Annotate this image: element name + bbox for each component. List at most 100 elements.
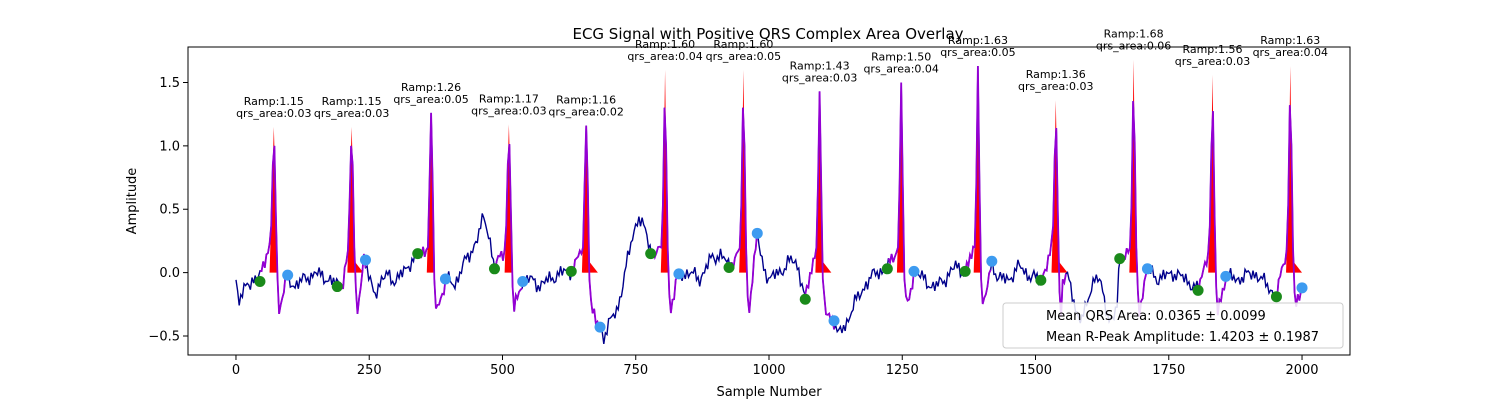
r-amplitude-label: Ramp:1.63	[948, 34, 1008, 47]
legend-entry-r-peak-amplitude: Mean R-Peak Amplitude: 1.4203 ± 0.1987	[1046, 330, 1319, 345]
qrs-offset-marker	[673, 268, 685, 280]
qrs-segment-line	[417, 112, 447, 309]
r-amplitude-label: Ramp:1.16	[556, 94, 616, 107]
qrs-segment-line	[804, 91, 835, 330]
qrs-segment-line	[1197, 111, 1227, 316]
qrs-onset-marker	[1192, 284, 1204, 296]
plot-area: Ramp:1.15qrs_area:0.03Ramp:1.15qrs_area:…	[235, 28, 1328, 344]
legend: Mean QRS Area: 0.0365 ± 0.0099 Mean R-Pe…	[1002, 302, 1344, 349]
qrs-area-label: qrs_area:0.03	[1175, 55, 1250, 68]
r-amplitude-label: Ramp:1.63	[1260, 34, 1320, 47]
qrs-onset-marker	[723, 262, 735, 274]
r-amplitude-label: Ramp:1.56	[1182, 43, 1242, 56]
y-tick-label: −0.5	[148, 329, 180, 344]
x-axis-label: Sample Number	[716, 385, 822, 400]
x-tick-label: 500	[490, 363, 515, 378]
qrs-offset-marker	[517, 275, 529, 287]
qrs-onset-marker	[1035, 274, 1047, 286]
qrs-offset-marker	[751, 227, 763, 239]
r-amplitude-label: Ramp:1.36	[1026, 68, 1086, 81]
x-tick-label: 0	[232, 363, 240, 378]
qrs-onset-marker	[331, 281, 343, 293]
y-tick-label: 1.0	[159, 139, 180, 154]
qrs-area-fill	[504, 124, 513, 273]
qrs-area-label: qrs_area:0.03	[1018, 80, 1093, 93]
qrs-area-label: qrs_area:0.02	[548, 106, 623, 119]
qrs-onset-marker	[488, 263, 500, 275]
y-axis: −0.5 0.0 0.5 1.0 1.5	[148, 76, 188, 344]
y-tick-label: 0.0	[159, 266, 180, 281]
qrs-area-fill	[582, 253, 598, 273]
qrs-segment-line	[1276, 105, 1302, 307]
qrs-offset-marker	[282, 269, 294, 281]
qrs-area-label: qrs_area:0.03	[782, 71, 857, 84]
x-tick-label: 1250	[886, 363, 919, 378]
qrs-segment-line	[650, 107, 680, 314]
r-amplitude-label: Ramp:1.68	[1104, 28, 1164, 41]
x-axis: 0 250 500 750 1000 1250 1500 1750 2000	[232, 355, 1319, 378]
qrs-onset-marker	[799, 293, 811, 305]
qrs-area-label: qrs_area:0.05	[706, 50, 781, 63]
qrs-onset-marker	[565, 265, 577, 277]
qrs-offset-marker	[1220, 270, 1232, 282]
qrs-offset-marker	[908, 265, 920, 277]
r-amplitude-label: Ramp:1.15	[322, 95, 382, 108]
qrs-segment-line	[1041, 128, 1067, 317]
qrs-area-fill	[1052, 253, 1068, 273]
y-tick-label: 1.5	[159, 76, 180, 91]
qrs-onset-marker	[1114, 253, 1126, 265]
qrs-onset-marker	[412, 248, 424, 260]
x-tick-label: 2000	[1285, 363, 1318, 378]
r-amplitude-label: Ramp:1.17	[479, 92, 539, 105]
qrs-area-fill	[348, 253, 364, 273]
qrs-area-fill	[816, 253, 832, 273]
qrs-area-label: qrs_area:0.06	[1096, 40, 1171, 53]
qrs-area-label: qrs_area:0.04	[863, 62, 938, 75]
x-tick-label: 1000	[752, 363, 785, 378]
qrs-segment-line	[494, 144, 523, 312]
x-tick-label: 1750	[1152, 363, 1185, 378]
r-amplitude-label: Ramp:1.60	[635, 38, 695, 51]
legend-entry-qrs-area: Mean QRS Area: 0.0365 ± 0.0099	[1046, 309, 1266, 324]
qrs-area-label: qrs_area:0.05	[940, 46, 1015, 59]
qrs-offset-marker	[1141, 263, 1153, 275]
qrs-area-label: qrs_area:0.05	[393, 93, 468, 106]
qrs-onset-marker	[254, 275, 266, 287]
qrs-onset-marker	[645, 248, 657, 260]
r-amplitude-label: Ramp:1.15	[244, 95, 304, 108]
qrs-segment-line	[887, 82, 915, 302]
qrs-area-fill	[269, 126, 278, 273]
r-amplitude-label: Ramp:1.43	[790, 59, 850, 72]
qrs-offset-marker	[439, 273, 451, 285]
qrs-segment-line	[337, 145, 367, 314]
r-amplitude-label: Ramp:1.50	[871, 50, 931, 63]
qrs-offset-marker	[359, 254, 371, 266]
r-amplitude-label: Ramp:1.26	[401, 81, 461, 94]
qrs-area-label: qrs_area:0.04	[627, 50, 702, 63]
qrs-area-label: qrs_area:0.03	[236, 107, 311, 120]
qrs-offset-marker	[594, 321, 606, 333]
y-axis-label: Amplitude	[125, 168, 140, 235]
x-tick-label: 250	[357, 363, 382, 378]
qrs-area-fill	[1287, 253, 1303, 273]
qrs-onset-marker	[881, 263, 893, 275]
x-tick-label: 750	[623, 363, 648, 378]
qrs-offset-marker	[986, 255, 998, 267]
qrs-segment-line	[729, 107, 759, 313]
chart-title: ECG Signal with Positive QRS Complex Are…	[572, 25, 963, 43]
y-tick-label: 0.5	[159, 203, 180, 218]
qrs-onset-marker	[1270, 291, 1282, 303]
legend-box	[1002, 302, 1344, 349]
qrs-segment-line	[259, 145, 288, 315]
qrs-area-label: qrs_area:0.04	[1253, 46, 1328, 59]
x-tick-label: 1500	[1019, 363, 1052, 378]
qrs-offset-marker	[1296, 282, 1308, 294]
qrs-segment-line	[571, 125, 600, 329]
qrs-onset-marker	[959, 265, 971, 277]
qrs-area-label: qrs_area:0.03	[471, 104, 546, 117]
qrs-segment-line	[964, 65, 992, 305]
r-amplitude-label: Ramp:1.60	[713, 38, 773, 51]
qrs-offset-marker	[828, 315, 840, 327]
qrs-area-label: qrs_area:0.03	[314, 107, 389, 120]
